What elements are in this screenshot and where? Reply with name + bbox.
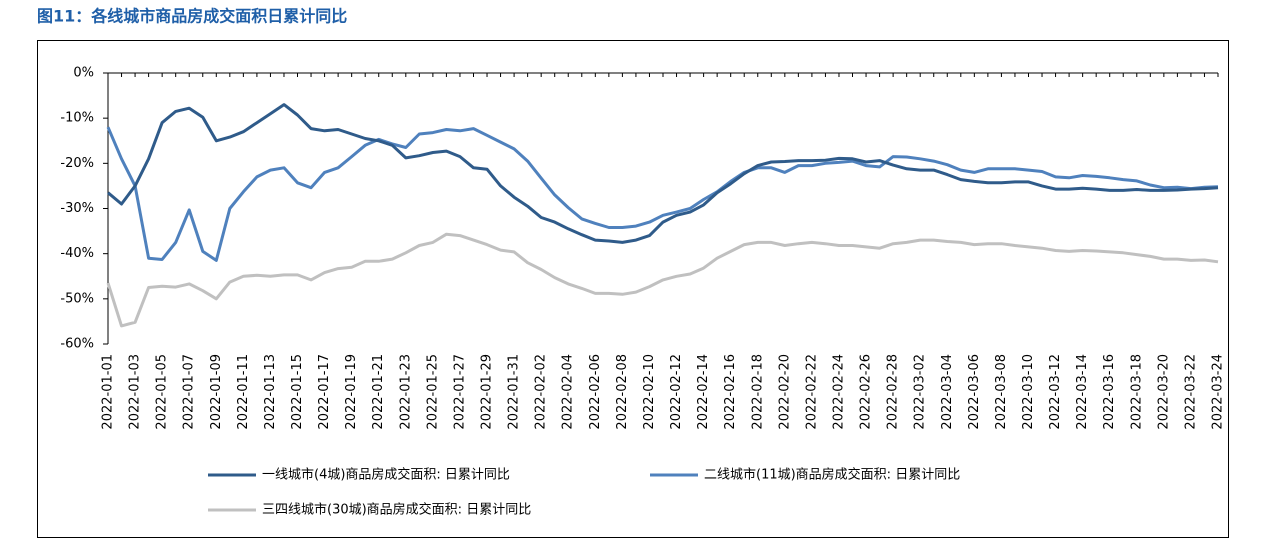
x-tick-label: 2022-01-05: [155, 354, 170, 430]
x-tick-label: 2022-01-17: [317, 354, 332, 430]
x-tick-label: 2022-02-04: [561, 354, 576, 430]
x-tick-label: 2022-03-10: [1021, 354, 1036, 430]
x-tick-label: 2022-03-22: [1183, 354, 1198, 430]
x-tick-label: 2022-02-16: [723, 354, 738, 430]
x-tick-label: 2022-01-07: [182, 354, 197, 430]
y-tick-label: -30%: [60, 201, 94, 216]
legend-label: 三四线城市(30城)商品房成交面积: 日累计同比: [262, 502, 531, 518]
x-tick-label: 2022-02-28: [886, 354, 901, 430]
x-tick-label: 2022-02-06: [588, 354, 603, 430]
x-tick-label: 2022-02-14: [696, 354, 711, 430]
x-tick-label: 2022-02-24: [831, 354, 846, 430]
x-tick-label: 2022-02-22: [804, 354, 819, 430]
y-tick-label: -20%: [60, 156, 94, 171]
x-tick-label: 2022-02-08: [615, 354, 630, 430]
x-tick-label: 2022-01-19: [344, 354, 359, 430]
y-tick-label: -40%: [60, 246, 94, 261]
x-tick-label: 2022-01-21: [371, 354, 386, 430]
y-tick-label: -60%: [60, 337, 94, 352]
x-tick-label: 2022-01-25: [425, 354, 440, 430]
x-tick-label: 2022-01-11: [236, 354, 251, 430]
legend-label: 一线城市(4城)商品房成交面积: 日累计同比: [262, 467, 510, 483]
x-tick-label: 2022-01-31: [507, 354, 522, 430]
y-tick-label: 0%: [73, 66, 94, 81]
x-tick-label: 2022-02-20: [777, 354, 792, 430]
series-line: [106, 232, 1219, 328]
legend-label: 二线城市(11城)商品房成交面积: 日累计同比: [704, 467, 960, 483]
series-line: [106, 126, 1219, 262]
x-tick-label: 2022-02-10: [642, 354, 657, 430]
y-tick-label: -10%: [60, 111, 94, 126]
x-tick-label: 2022-02-12: [669, 354, 684, 430]
y-tick-label: -50%: [60, 291, 94, 306]
x-tick-label: 2022-03-06: [967, 354, 982, 430]
x-tick-label: 2022-03-20: [1156, 354, 1171, 430]
x-tick-label: 2022-03-08: [994, 354, 1009, 430]
x-tick-label: 2022-01-13: [263, 354, 278, 430]
x-tick-label: 2022-01-27: [452, 354, 467, 430]
x-tick-label: 2022-03-14: [1075, 354, 1090, 430]
x-tick-label: 2022-03-12: [1048, 354, 1063, 430]
x-tick-label: 2022-03-18: [1129, 354, 1144, 430]
series-line: [107, 103, 1219, 244]
x-tick-label: 2022-02-18: [750, 354, 765, 430]
x-tick-label: 2022-01-29: [480, 354, 495, 430]
x-tick-label: 2022-01-23: [398, 354, 413, 430]
x-tick-label: 2022-01-03: [128, 354, 143, 430]
x-tick-label: 2022-01-01: [101, 354, 116, 430]
x-tick-label: 2022-03-02: [913, 354, 928, 430]
chart-title: 图11：各线城市商品房成交面积日累计同比: [37, 7, 347, 26]
x-tick-label: 2022-02-26: [859, 354, 874, 430]
x-tick-label: 2022-01-15: [290, 354, 305, 430]
x-tick-label: 2022-02-02: [534, 354, 549, 430]
x-tick-label: 2022-03-04: [940, 354, 955, 430]
chart-frame: [37, 40, 1229, 538]
x-tick-label: 2022-03-16: [1102, 354, 1117, 430]
x-tick-label: 2022-01-09: [209, 354, 224, 430]
x-tick-label: 2022-03-24: [1211, 354, 1226, 430]
